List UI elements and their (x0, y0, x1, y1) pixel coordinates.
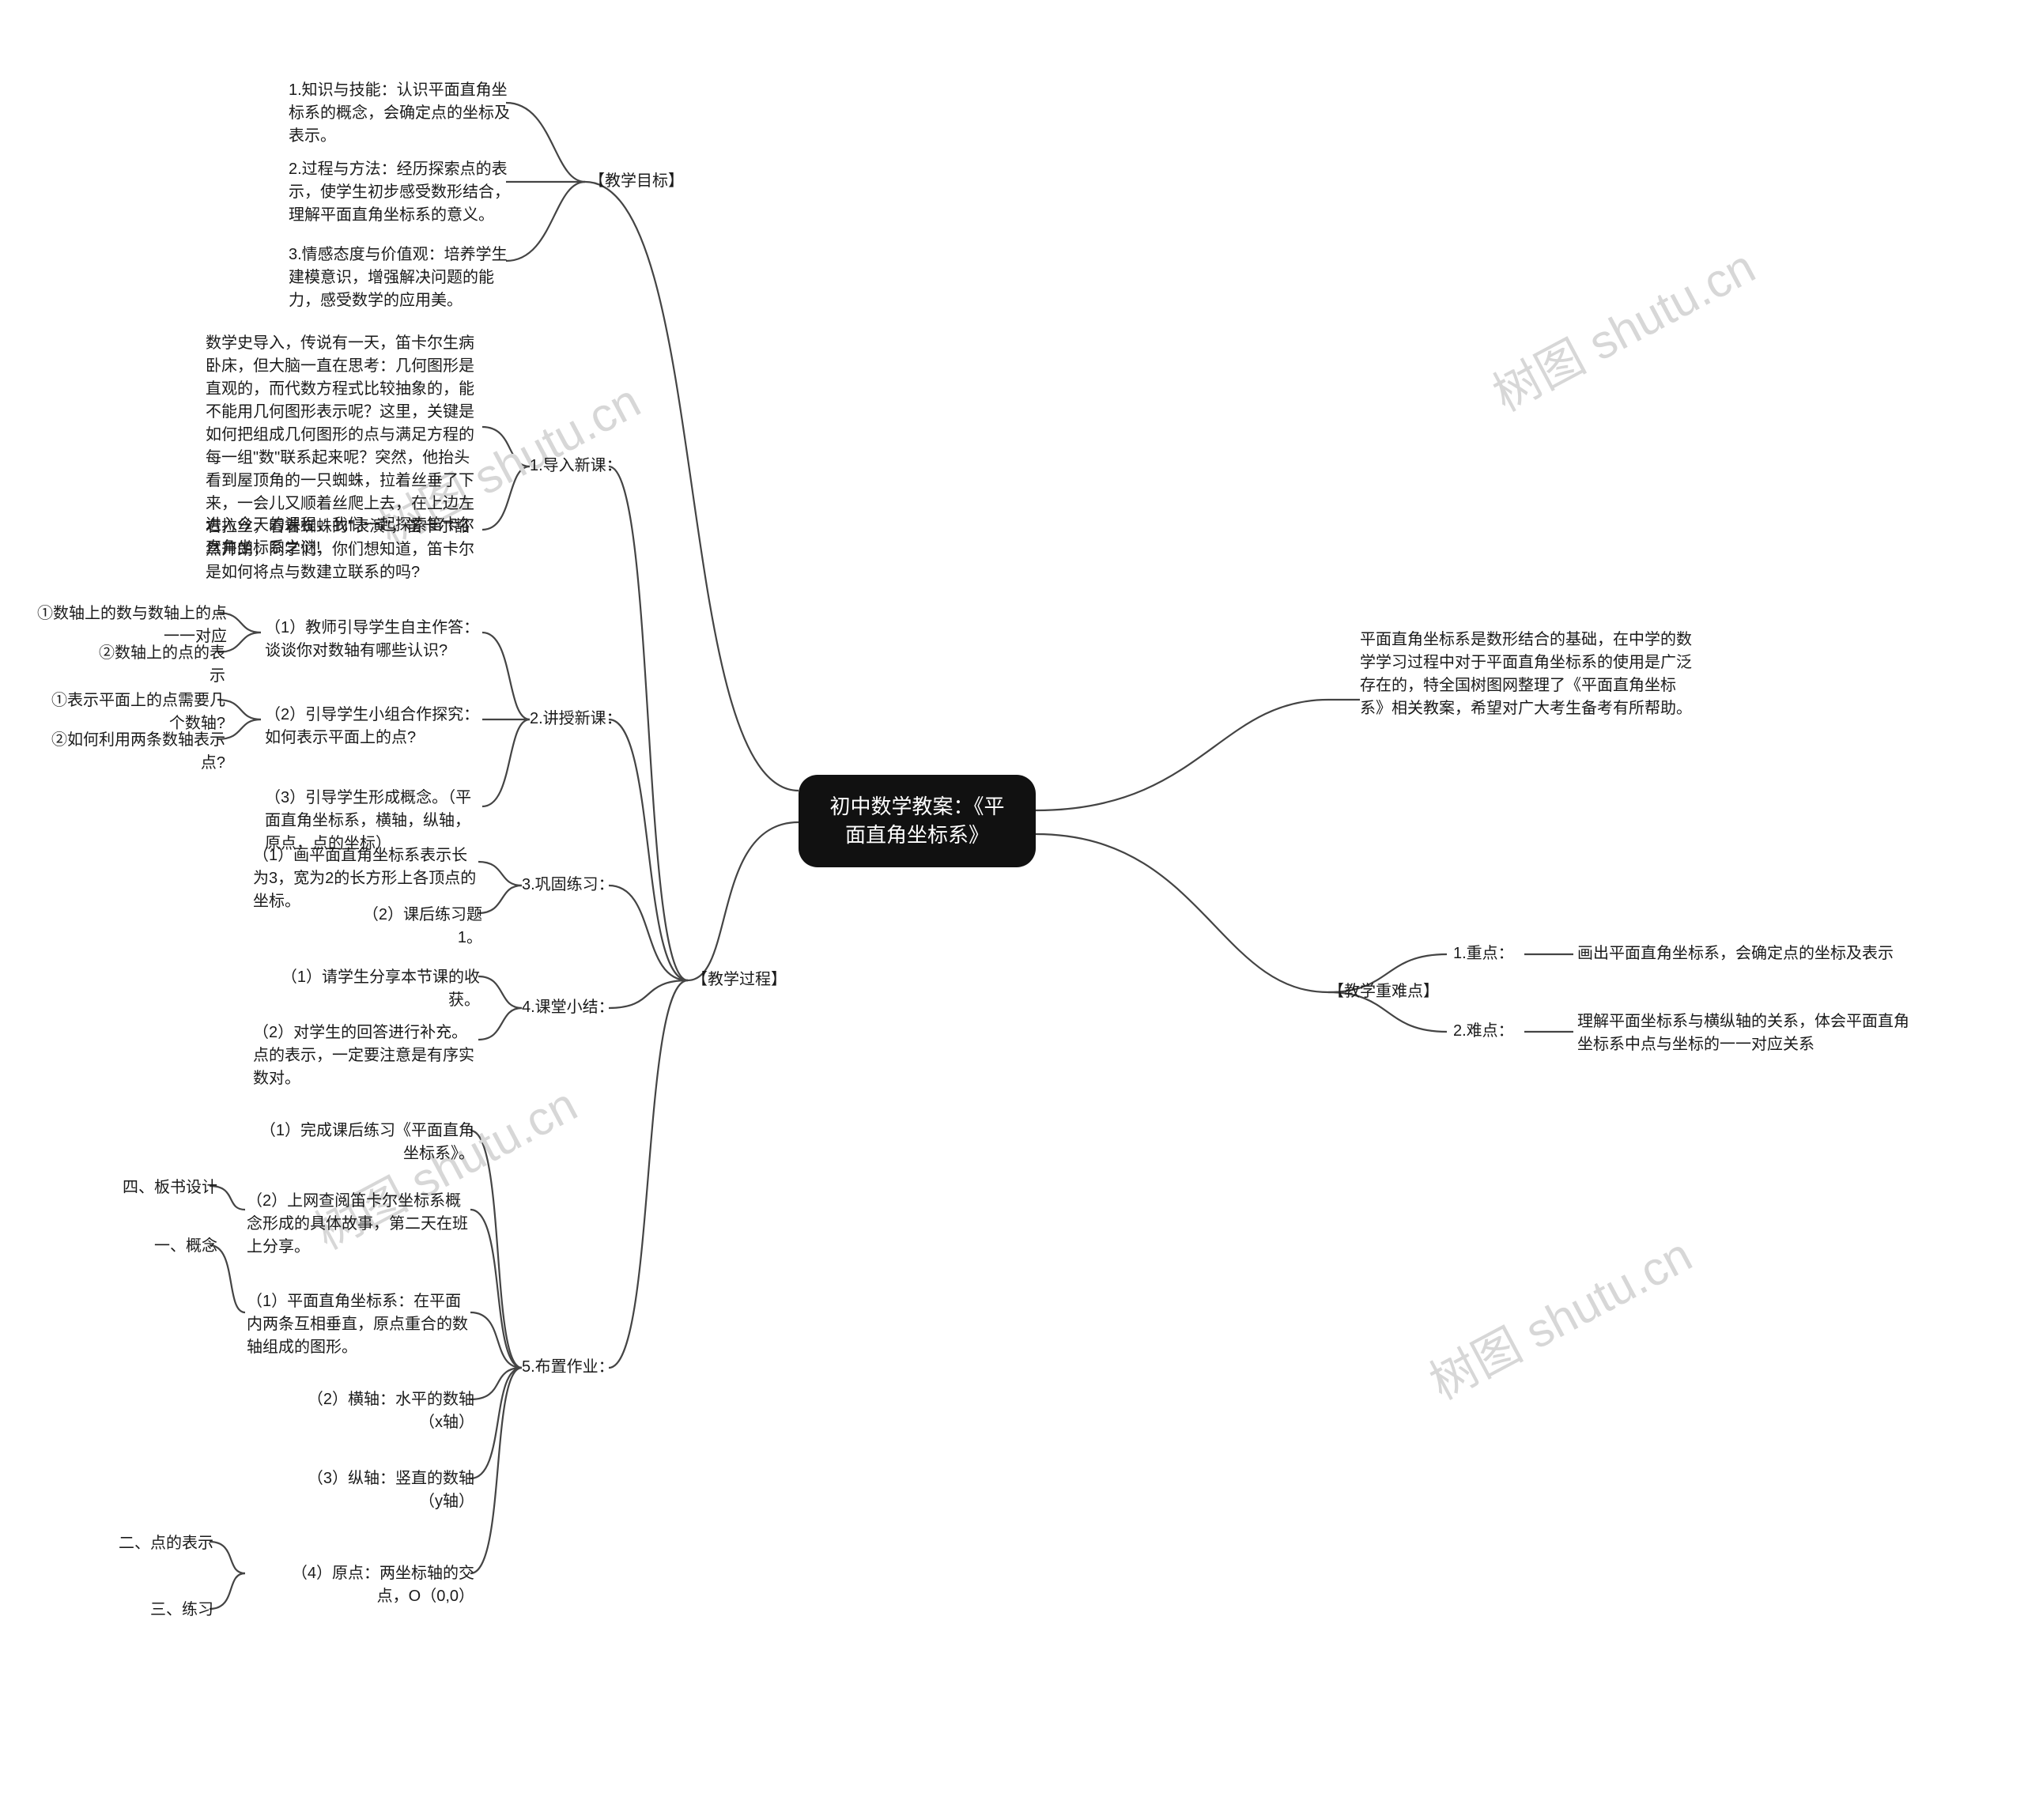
proc-1-c2: 进入今天的课程，我们一起探索笛卡尔直角坐标系之谜! (206, 514, 482, 560)
proc-5-c2-l: 四、板书设计 (123, 1176, 217, 1199)
watermark-2: 树图 shutu.cn (1479, 229, 1765, 425)
proc-5-c6-l2: 三、练习 (142, 1599, 213, 1622)
keypoint-2-label: 2.难点： (1453, 1020, 1514, 1043)
proc-5-c1: （1）完成课后练习《平面直角坐标系》。 (245, 1120, 474, 1165)
proc-3-c1: （1）画平面直角坐标系表示长为3，宽为2的长方形上各顶点的坐标。 (253, 844, 481, 913)
intro-text: 平面直角坐标系是数形结合的基础，在中学的数学学习过程中对于平面直角坐标系的使用是… (1360, 629, 1692, 720)
proc-5-c3: （1）平面直角坐标系：在平面内两条互相垂直，原点重合的数轴组成的图形。 (247, 1290, 474, 1359)
proc-4-label: 4.课堂小结： (522, 996, 614, 1019)
goal-1: 1.知识与技能：认识平面直角坐标系的概念，会确定点的坐标及表示。 (289, 79, 510, 148)
proc-2-c1-l2: ②数轴上的点的表示 (87, 642, 225, 688)
branch-goals: 【教学目标】 (589, 170, 684, 193)
proc-3-c2: （2）课后练习题1。 (360, 904, 482, 950)
branch-keypoints: 【教学重难点】 (1328, 980, 1439, 1003)
proc-5-c3-l: 一、概念 (146, 1235, 217, 1258)
proc-3-label: 3.巩固练习： (522, 874, 614, 897)
mindmap-canvas: 树图 shutu.cn 树图 shutu.cn 树图 shutu.cn 树图 s… (0, 0, 2024, 1820)
keypoint-1-text: 画出平面直角坐标系，会确定点的坐标及表示 (1577, 942, 1917, 965)
keypoint-2-text: 理解平面坐标系与横纵轴的关系，体会平面直角坐标系中点与坐标的一一对应关系 (1577, 1010, 1917, 1056)
proc-1-label: 1.导入新课： (530, 455, 622, 478)
proc-4-c2: （2）对学生的回答进行补充。点的表示，一定要注意是有序实数对。 (253, 1021, 481, 1090)
proc-2-label: 2.讲授新课： (530, 708, 622, 731)
proc-5-c6: （4）原点：两坐标轴的交点，O（0,0） (261, 1562, 474, 1608)
proc-2-c2: （2）引导学生小组合作探究：如何表示平面上的点? (265, 704, 482, 750)
proc-5-c4: （2）横轴：水平的数轴（x轴） (300, 1388, 474, 1434)
proc-2-c2-l2: ②如何利用两条数轴表示点? (43, 729, 225, 775)
branch-process: 【教学过程】 (692, 969, 787, 991)
goal-3: 3.情感态度与价值观：培养学生建模意识，增强解决问题的能力，感受数学的应用美。 (289, 244, 510, 312)
proc-5-c2: （2）上网查阅笛卡尔坐标系概念形成的具体故事，第二天在班上分享。 (247, 1190, 474, 1259)
proc-4-c1: （1）请学生分享本节课的收获。 (270, 966, 480, 1012)
proc-5-label: 5.布置作业： (522, 1356, 614, 1379)
proc-5-c6-l1: 二、点的表示 (111, 1532, 213, 1555)
proc-2-c1: （1）教师引导学生自主作答：谈谈你对数轴有哪些认识? (265, 617, 482, 663)
proc-5-c5: （3）纵轴：竖直的数轴（y轴） (300, 1467, 474, 1513)
goal-2: 2.过程与方法：经历探索点的表示，使学生初步感受数形结合，理解平面直角坐标系的意… (289, 158, 510, 227)
center-node: 初中数学教案：《平面直角坐标系》 (799, 775, 1036, 867)
keypoint-1-label: 1.重点： (1453, 942, 1514, 965)
watermark-4: 树图 shutu.cn (1416, 1218, 1702, 1413)
